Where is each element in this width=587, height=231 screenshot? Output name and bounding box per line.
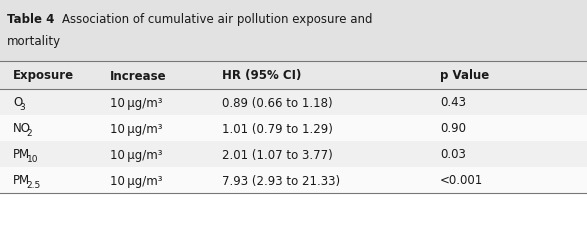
Bar [0, 0, 587, 62]
Bar [0, 116, 587, 141]
Text: 2.01 (1.07 to 3.77): 2.01 (1.07 to 3.77) [222, 148, 333, 161]
Text: 0.43: 0.43 [440, 96, 466, 109]
Text: 3: 3 [19, 103, 25, 112]
Text: <0.001: <0.001 [440, 174, 483, 187]
Text: mortality: mortality [7, 35, 61, 48]
Text: NO: NO [13, 122, 31, 135]
Text: 2: 2 [26, 128, 32, 137]
Text: HR (95% CI): HR (95% CI) [222, 69, 301, 82]
Text: 0.89 (0.66 to 1.18): 0.89 (0.66 to 1.18) [222, 96, 333, 109]
Text: Exposure: Exposure [13, 69, 74, 82]
Text: Increase: Increase [110, 69, 167, 82]
Text: p Value: p Value [440, 69, 489, 82]
Text: 0.90: 0.90 [440, 122, 466, 135]
Text: 2.5: 2.5 [26, 180, 41, 189]
Bar [0, 167, 587, 193]
Text: 10 μg/m³: 10 μg/m³ [110, 174, 163, 187]
Text: 10 μg/m³: 10 μg/m³ [110, 148, 163, 161]
Text: PM: PM [13, 148, 30, 161]
Text: 10 μg/m³: 10 μg/m³ [110, 122, 163, 135]
Text: 7.93 (2.93 to 21.33): 7.93 (2.93 to 21.33) [222, 174, 340, 187]
Text: Association of cumulative air pollution exposure and: Association of cumulative air pollution … [62, 13, 373, 26]
Bar [0, 62, 587, 90]
Text: PM: PM [13, 174, 30, 187]
Text: O: O [13, 96, 22, 109]
Text: 10 μg/m³: 10 μg/m³ [110, 96, 163, 109]
Text: 10: 10 [26, 154, 38, 163]
Text: Table 4: Table 4 [7, 13, 63, 26]
Text: 0.03: 0.03 [440, 148, 466, 161]
Text: 1.01 (0.79 to 1.29): 1.01 (0.79 to 1.29) [222, 122, 333, 135]
Bar [0, 90, 587, 116]
Bar [0, 141, 587, 167]
